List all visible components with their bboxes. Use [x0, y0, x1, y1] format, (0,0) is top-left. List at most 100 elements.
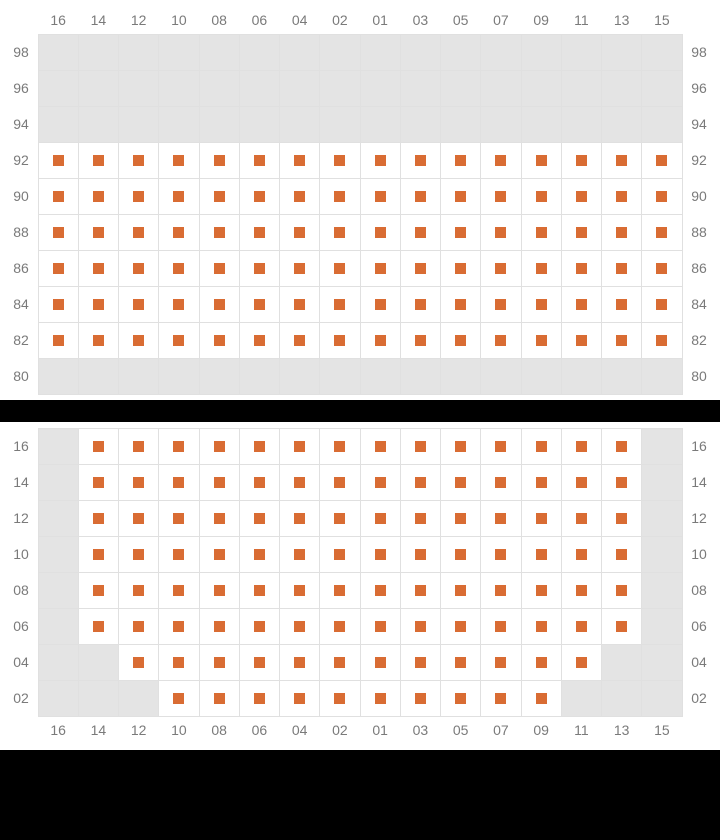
seat-cell[interactable] [400, 644, 441, 681]
seat-cell[interactable] [521, 500, 562, 537]
seat-cell[interactable] [440, 536, 481, 573]
seat-cell[interactable] [400, 608, 441, 645]
seat-cell[interactable] [158, 644, 199, 681]
seat-cell[interactable] [440, 178, 481, 215]
seat-cell[interactable] [601, 572, 642, 609]
seat-cell[interactable] [319, 250, 360, 287]
seat-cell[interactable] [400, 464, 441, 501]
seat-cell[interactable] [440, 286, 481, 323]
seat-cell[interactable] [118, 322, 159, 359]
seat-cell[interactable] [319, 500, 360, 537]
seat-cell[interactable] [480, 464, 521, 501]
seat-cell[interactable] [521, 428, 562, 465]
seat-cell[interactable] [158, 286, 199, 323]
seat-cell[interactable] [360, 500, 401, 537]
seat-cell[interactable] [360, 178, 401, 215]
seat-cell[interactable] [279, 536, 320, 573]
seat-cell[interactable] [158, 322, 199, 359]
seat-cell[interactable] [440, 644, 481, 681]
seat-cell[interactable] [78, 464, 119, 501]
seat-cell[interactable] [601, 142, 642, 179]
seat-cell[interactable] [480, 680, 521, 717]
seat-cell[interactable] [601, 608, 642, 645]
seat-cell[interactable] [400, 142, 441, 179]
seat-cell[interactable] [561, 428, 602, 465]
seat-cell[interactable] [279, 680, 320, 717]
seat-cell[interactable] [561, 644, 602, 681]
seat-cell[interactable] [440, 142, 481, 179]
seat-cell[interactable] [239, 644, 280, 681]
seat-cell[interactable] [158, 214, 199, 251]
seat-cell[interactable] [360, 608, 401, 645]
seat-cell[interactable] [360, 680, 401, 717]
seat-cell[interactable] [440, 214, 481, 251]
seat-cell[interactable] [561, 536, 602, 573]
seat-cell[interactable] [480, 536, 521, 573]
seat-cell[interactable] [440, 500, 481, 537]
seat-cell[interactable] [118, 644, 159, 681]
seat-cell[interactable] [561, 572, 602, 609]
seat-cell[interactable] [601, 286, 642, 323]
seat-cell[interactable] [521, 536, 562, 573]
seat-cell[interactable] [38, 322, 79, 359]
seat-cell[interactable] [360, 322, 401, 359]
seat-cell[interactable] [199, 178, 240, 215]
seat-cell[interactable] [239, 322, 280, 359]
seat-cell[interactable] [521, 680, 562, 717]
seat-cell[interactable] [279, 572, 320, 609]
seat-cell[interactable] [38, 142, 79, 179]
seat-cell[interactable] [641, 250, 682, 287]
seat-cell[interactable] [521, 464, 562, 501]
seat-cell[interactable] [239, 500, 280, 537]
seat-cell[interactable] [199, 322, 240, 359]
seat-cell[interactable] [319, 680, 360, 717]
seat-cell[interactable] [521, 608, 562, 645]
seat-cell[interactable] [158, 500, 199, 537]
seat-cell[interactable] [199, 536, 240, 573]
seat-cell[interactable] [158, 250, 199, 287]
seat-cell[interactable] [521, 286, 562, 323]
seat-cell[interactable] [440, 428, 481, 465]
seat-cell[interactable] [118, 214, 159, 251]
seat-cell[interactable] [78, 608, 119, 645]
seat-cell[interactable] [480, 500, 521, 537]
seat-cell[interactable] [561, 214, 602, 251]
seat-cell[interactable] [279, 644, 320, 681]
seat-cell[interactable] [360, 286, 401, 323]
seat-cell[interactable] [400, 286, 441, 323]
seat-cell[interactable] [400, 500, 441, 537]
seat-cell[interactable] [360, 142, 401, 179]
seat-cell[interactable] [239, 250, 280, 287]
seat-cell[interactable] [480, 250, 521, 287]
seat-cell[interactable] [199, 608, 240, 645]
seat-cell[interactable] [400, 178, 441, 215]
seat-cell[interactable] [360, 536, 401, 573]
seat-cell[interactable] [480, 178, 521, 215]
seat-cell[interactable] [561, 142, 602, 179]
seat-cell[interactable] [78, 428, 119, 465]
seat-cell[interactable] [199, 464, 240, 501]
seat-cell[interactable] [239, 142, 280, 179]
seat-cell[interactable] [641, 178, 682, 215]
seat-cell[interactable] [360, 464, 401, 501]
seat-cell[interactable] [319, 572, 360, 609]
seat-cell[interactable] [440, 572, 481, 609]
seat-cell[interactable] [360, 214, 401, 251]
seat-cell[interactable] [521, 142, 562, 179]
seat-cell[interactable] [279, 500, 320, 537]
seat-cell[interactable] [319, 322, 360, 359]
seat-cell[interactable] [601, 428, 642, 465]
seat-cell[interactable] [279, 608, 320, 645]
seat-cell[interactable] [158, 608, 199, 645]
seat-cell[interactable] [118, 142, 159, 179]
seat-cell[interactable] [199, 142, 240, 179]
seat-cell[interactable] [641, 322, 682, 359]
seat-cell[interactable] [601, 500, 642, 537]
seat-cell[interactable] [561, 178, 602, 215]
seat-cell[interactable] [38, 178, 79, 215]
seat-cell[interactable] [158, 680, 199, 717]
seat-cell[interactable] [199, 250, 240, 287]
seat-cell[interactable] [199, 214, 240, 251]
seat-cell[interactable] [118, 286, 159, 323]
seat-cell[interactable] [561, 250, 602, 287]
